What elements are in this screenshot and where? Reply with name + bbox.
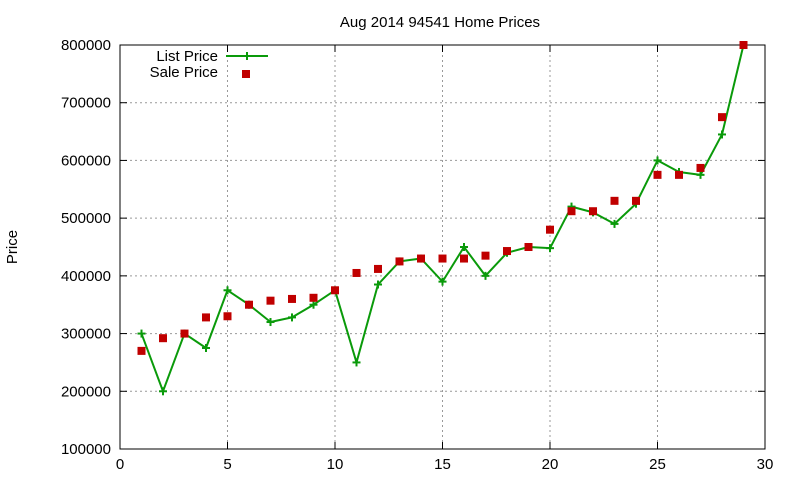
list-price-point xyxy=(202,344,210,352)
list-price-point xyxy=(266,318,275,327)
sale-price-point xyxy=(739,41,748,49)
y-tick-label: 500000 xyxy=(61,210,111,227)
y-tick-label: 100000 xyxy=(61,441,111,458)
legend-label-list-price: List Price xyxy=(156,48,218,65)
sale-price-point xyxy=(417,254,425,263)
y-tick-label: 700000 xyxy=(61,95,111,112)
sale-price-point xyxy=(331,286,339,295)
legend-marker-list-price xyxy=(243,52,251,60)
y-tick-label: 300000 xyxy=(61,326,111,343)
y-tick-label: 400000 xyxy=(61,268,111,285)
sale-price-point xyxy=(374,264,382,273)
list-price-point xyxy=(223,286,232,295)
x-tick-label: 10 xyxy=(327,456,344,473)
y-axis-label: Price xyxy=(4,230,21,264)
sale-price-point xyxy=(223,312,232,321)
sale-price-point xyxy=(524,243,533,251)
sale-price-point xyxy=(245,300,253,309)
sale-price-point xyxy=(503,247,511,256)
list-price-point xyxy=(159,387,167,396)
x-tick-label: 15 xyxy=(434,456,451,473)
sale-price-point xyxy=(696,163,705,172)
list-price-point xyxy=(610,219,619,228)
sale-price-point xyxy=(675,170,683,179)
y-tick-label: 800000 xyxy=(61,37,111,54)
sale-price-point xyxy=(567,207,576,216)
sale-price-point xyxy=(137,346,146,355)
sale-price-point xyxy=(460,254,468,263)
y-tick-label: 600000 xyxy=(61,152,111,169)
list-price-point xyxy=(288,313,296,322)
list-price-point xyxy=(137,329,146,338)
legend-label-sale-price: Sale Price xyxy=(150,64,218,81)
sale-price-point xyxy=(395,257,404,266)
axis-ticks: 100000 200000 300000 400000 500000 600000 7000… xyxy=(61,37,773,473)
x-tick-label: 30 xyxy=(757,456,774,473)
sale-price-point xyxy=(653,170,662,179)
list-price-point xyxy=(653,156,662,165)
chart-title: Aug 2014 94541 Home Prices xyxy=(340,14,540,31)
sale-price-point xyxy=(288,294,296,303)
list-price-point xyxy=(374,280,382,289)
x-tick-label: 20 xyxy=(542,456,559,473)
legend-marker-sale-price xyxy=(242,70,250,78)
list-price-point xyxy=(460,243,468,251)
sale-price-point xyxy=(718,113,726,122)
sale-price-point xyxy=(352,268,361,277)
sale-price-point xyxy=(610,196,619,205)
list-price-point xyxy=(481,271,490,280)
x-tick-label: 0 xyxy=(116,456,124,473)
sale-price-point xyxy=(438,254,447,263)
series-layer xyxy=(137,41,748,396)
x-tick-label: 5 xyxy=(223,456,231,473)
sale-price-series xyxy=(137,41,748,355)
sale-price-point xyxy=(632,196,640,205)
sale-price-point xyxy=(481,251,490,260)
list-price-point xyxy=(438,277,447,286)
list-price-point xyxy=(309,300,318,309)
grid xyxy=(120,45,765,449)
sale-price-point xyxy=(266,296,275,305)
sale-price-point xyxy=(159,334,167,343)
sale-price-point xyxy=(309,293,318,302)
sale-price-point xyxy=(202,313,210,322)
sale-price-point xyxy=(589,207,597,216)
y-tick-label: 200000 xyxy=(61,383,111,400)
list-price-point xyxy=(546,244,554,253)
list-price-point xyxy=(352,358,361,367)
sale-price-point xyxy=(180,329,189,338)
x-tick-label: 25 xyxy=(649,456,666,473)
list-price-point xyxy=(696,170,705,179)
list-price-point xyxy=(718,130,726,139)
sale-price-point xyxy=(546,225,554,234)
